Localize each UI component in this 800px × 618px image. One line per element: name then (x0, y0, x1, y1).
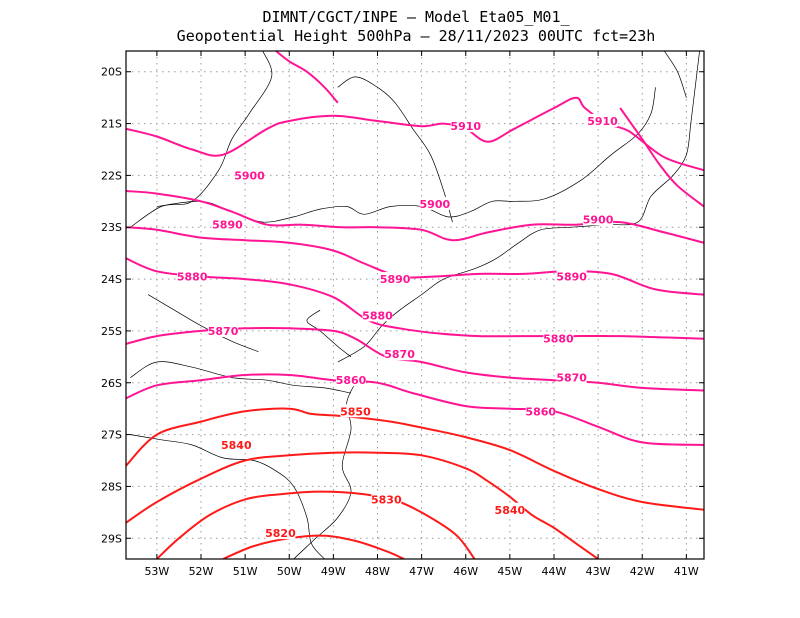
contour-label: 5830 (371, 493, 402, 506)
contour-label-bg (384, 347, 415, 361)
contour-label: 5890 (556, 270, 587, 283)
contour-label-bg (177, 269, 208, 283)
contour-label-bg (494, 502, 525, 516)
contour-line (126, 407, 704, 511)
border-line (156, 87, 656, 223)
contour-label: 5900 (234, 169, 265, 182)
x-tick-label: 49W (321, 565, 346, 578)
y-tick-label: 23S (101, 221, 122, 234)
border-line (147, 294, 259, 353)
border-line (337, 51, 700, 363)
x-tick-label: 51W (233, 565, 258, 578)
contour-label: 5880 (177, 270, 208, 283)
contour-label-bg (380, 272, 411, 286)
contour-label: 5860 (336, 374, 367, 387)
x-tick-label: 47W (409, 565, 434, 578)
contour-label: 5880 (543, 333, 574, 346)
contour-line (156, 490, 476, 559)
contour-label-bg (419, 196, 450, 210)
contour-label-bg (587, 113, 618, 127)
contour-line (126, 96, 704, 172)
contour-label-bg (525, 404, 556, 418)
contour-label: 5880 (362, 309, 393, 322)
contour-label-bg (212, 217, 243, 231)
axis-ticks: 53W 52W 51W 50W 49W 48W 47W 46W 45W 44W 43W 42W 41W 2… (101, 51, 704, 578)
contour-label-bg (265, 526, 296, 540)
x-tick-label: 46W (453, 565, 478, 578)
x-tick-label: 41W (674, 565, 699, 578)
contour-label: 5870 (556, 372, 587, 385)
contour-label-bg (556, 370, 587, 384)
contour-label: 5840 (495, 504, 526, 517)
x-tick-label: 43W (586, 565, 611, 578)
border-line (130, 434, 325, 559)
contour-label: 5890 (212, 219, 243, 232)
contour-label: 5870 (208, 325, 239, 338)
contour-label-bg (340, 404, 371, 418)
contour-label-bg (208, 323, 239, 337)
contour-label-bg (234, 168, 265, 182)
contour-label: 5900 (420, 198, 451, 211)
contour-line (126, 226, 704, 296)
contour-line (619, 107, 704, 208)
y-tick-label: 22S (101, 169, 122, 182)
contour-line (222, 534, 405, 559)
y-tick-label: 26S (101, 377, 122, 390)
contour-label: 5890 (380, 273, 411, 286)
contour-label: 5870 (384, 348, 415, 361)
y-tick-label: 27S (101, 429, 122, 442)
contour-line (126, 190, 704, 244)
x-tick-label: 53W (144, 565, 169, 578)
contour-label-bg (556, 269, 587, 283)
x-tick-label: 45W (497, 565, 522, 578)
contour-label-bg (450, 119, 481, 133)
contour-label: 5860 (525, 405, 556, 418)
x-tick-label: 50W (277, 565, 302, 578)
contour-line (126, 451, 599, 559)
x-tick-label: 48W (365, 565, 390, 578)
contour-labels: 5910 5910 5900 5900 5900 5890 5890 5890 5880 5880… (177, 113, 618, 540)
x-tick-label: 52W (189, 565, 214, 578)
border-line (664, 51, 687, 98)
x-tick-label: 44W (542, 565, 567, 578)
contour-label-bg (362, 308, 393, 322)
border-line (130, 361, 352, 394)
plot-frame (125, 50, 705, 560)
contour-label-bg (543, 331, 574, 345)
x-tick-label: 42W (630, 565, 655, 578)
border-line (337, 76, 453, 223)
contour-label-bg (371, 492, 402, 506)
contour-line (126, 373, 704, 446)
contour-label: 5820 (265, 527, 296, 540)
contour-label-bg (583, 212, 614, 226)
contour-line (275, 51, 339, 104)
contour-label: 5840 (221, 439, 252, 452)
contour-label-bg (336, 373, 367, 387)
contour-label: 5910 (450, 120, 481, 133)
border-line (306, 309, 352, 358)
contour-label-bg (221, 437, 252, 451)
y-tick-label: 29S (101, 532, 122, 545)
y-tick-label: 21S (101, 118, 122, 131)
title-line-2: Geopotential Height 500hPa – 28/11/2023 … (176, 27, 656, 45)
contour-label: 5910 (587, 115, 618, 128)
y-tick-label: 28S (101, 480, 122, 493)
y-tick-label: 24S (101, 273, 122, 286)
y-tick-label: 20S (101, 66, 122, 79)
contour-label: 5900 (583, 213, 614, 226)
contour-label: 5850 (340, 405, 371, 418)
y-tick-label: 25S (101, 325, 122, 338)
title-line-1: DIMNT/CGCT/INPE – Model Eta05_M01_ (262, 8, 570, 26)
